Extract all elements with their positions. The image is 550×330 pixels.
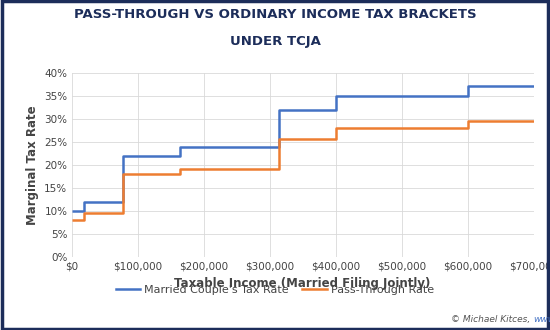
Pass-Through Rate xyxy=(332,126,339,130)
Married Couple's Tax Rate xyxy=(530,84,537,88)
Married Couple's Tax Rate xyxy=(68,209,75,213)
Text: © Michael Kitces,: © Michael Kitces, xyxy=(452,315,534,324)
Married Couple's Tax Rate xyxy=(119,154,126,158)
Pass-Through Rate xyxy=(332,137,339,141)
Pass-Through Rate xyxy=(81,218,87,222)
Pass-Through Rate xyxy=(81,211,87,215)
Married Couple's Tax Rate xyxy=(276,145,283,148)
Married Couple's Tax Rate xyxy=(177,154,184,158)
Pass-Through Rate xyxy=(464,126,471,130)
Married Couple's Tax Rate xyxy=(81,209,87,213)
Y-axis label: Marginal Tax Rate: Marginal Tax Rate xyxy=(26,105,39,225)
Pass-Through Rate xyxy=(177,172,184,176)
Pass-Through Rate xyxy=(177,167,184,171)
Married Couple's Tax Rate xyxy=(81,200,87,204)
Pass-Through Rate xyxy=(68,218,75,222)
Line: Married Couple's Tax Rate: Married Couple's Tax Rate xyxy=(72,86,534,211)
Married Couple's Tax Rate xyxy=(276,108,283,112)
Pass-Through Rate xyxy=(530,119,537,123)
Pass-Through Rate xyxy=(276,167,283,171)
Married Couple's Tax Rate xyxy=(464,84,471,88)
Married Couple's Tax Rate xyxy=(177,145,184,148)
Pass-Through Rate xyxy=(119,211,126,215)
Text: www.kitces.com: www.kitces.com xyxy=(534,315,550,324)
Text: PASS-THROUGH VS ORDINARY INCOME TAX BRACKETS: PASS-THROUGH VS ORDINARY INCOME TAX BRAC… xyxy=(74,8,476,21)
Pass-Through Rate xyxy=(276,137,283,141)
Line: Pass-Through Rate: Pass-Through Rate xyxy=(72,121,534,220)
Married Couple's Tax Rate xyxy=(119,200,126,204)
Pass-Through Rate xyxy=(119,172,126,176)
Text: UNDER TCJA: UNDER TCJA xyxy=(229,35,321,48)
Married Couple's Tax Rate xyxy=(332,108,339,112)
Pass-Through Rate xyxy=(464,119,471,123)
Married Couple's Tax Rate xyxy=(464,94,471,98)
X-axis label: Taxable Income (Married Filing Jointly): Taxable Income (Married Filing Jointly) xyxy=(174,277,431,290)
Married Couple's Tax Rate xyxy=(332,94,339,98)
Legend: Married Couple's Tax Rate, Pass-Through Rate: Married Couple's Tax Rate, Pass-Through … xyxy=(111,281,439,300)
